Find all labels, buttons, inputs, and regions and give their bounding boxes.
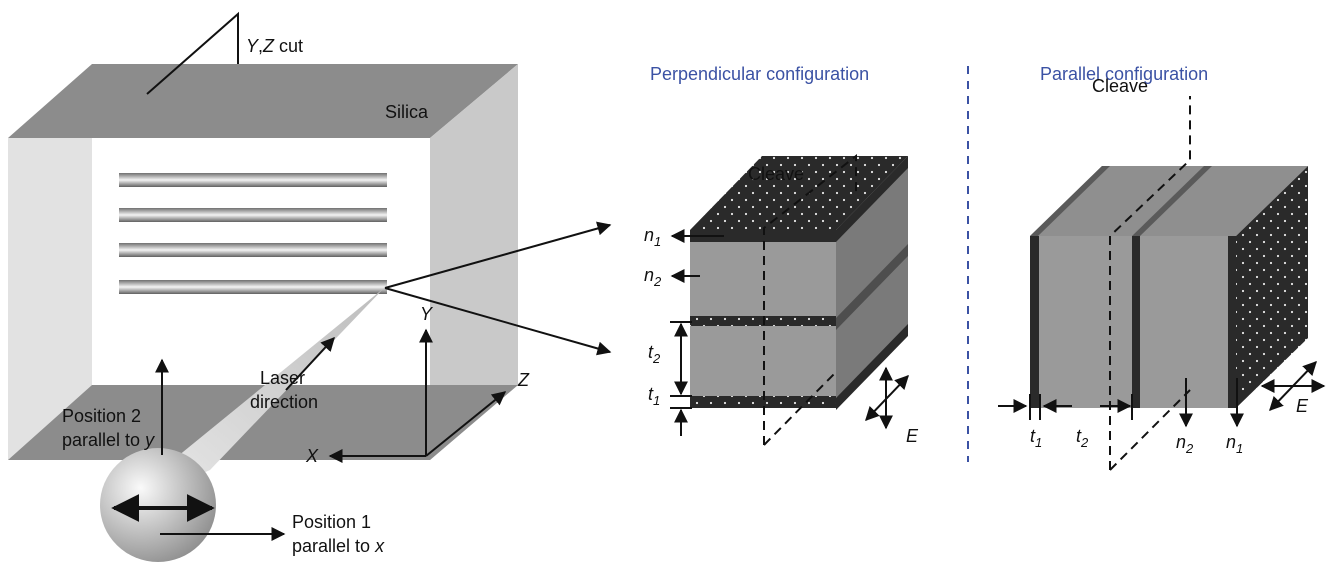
- par-cleave-plane: [1109, 96, 1191, 470]
- perp-cleave-edge: [763, 371, 837, 446]
- position1-label-line2: parallel to x: [292, 536, 385, 556]
- perp-layer-n1-bottom: [690, 396, 836, 408]
- par-n2-label: n2: [1176, 432, 1194, 456]
- par-side-face: [1236, 166, 1308, 408]
- par-n1-label: n1: [1226, 432, 1243, 456]
- frame-right-face: [430, 64, 518, 460]
- frame-inner-floor: [8, 385, 430, 460]
- rod-2: [119, 208, 387, 222]
- perp-top-face: [690, 156, 908, 230]
- perp-cleave-label: Cleave: [748, 164, 804, 184]
- perp-side-layer-mid: [836, 244, 908, 330]
- par-t2-label: t2: [1076, 426, 1089, 450]
- parallel-block: [1030, 96, 1308, 471]
- perp-side-layer-top: [836, 156, 908, 242]
- perpendicular-title: Perpendicular configuration: [650, 64, 869, 84]
- laser-label-line2: direction: [250, 392, 318, 412]
- silica-label: Silica: [385, 102, 429, 122]
- perp-layer-n1-top: [690, 230, 836, 242]
- par-layer-n1-mid: [1132, 236, 1140, 408]
- position2-label-line2: parallel to y: [62, 430, 155, 450]
- par-layer-n1-right: [1228, 236, 1236, 408]
- cut-line: [146, 11, 239, 95]
- position1-label-line1: Position 1: [292, 512, 371, 532]
- perpendicular-block: [690, 153, 908, 446]
- zoom-arrow-upper: [384, 221, 612, 289]
- rod-4: [119, 280, 387, 294]
- z-axis-label: Z: [517, 370, 530, 390]
- perp-e-arrow-diagonal: [865, 374, 909, 422]
- perp-t1-label: t1: [648, 384, 660, 408]
- laser-direction-arrow: [285, 336, 335, 391]
- rod-3: [119, 243, 387, 257]
- axis-triad: Y X Z: [305, 304, 530, 466]
- perp-e-label: E: [906, 426, 919, 446]
- perp-n2-label: n2: [644, 265, 662, 289]
- waveguide-rods: [119, 173, 387, 294]
- parallel-title: Parallel configuration: [1040, 64, 1208, 84]
- zoom-arrow-lower: [384, 287, 612, 356]
- par-e-arrow-diagonal: [1269, 360, 1317, 412]
- par-t1-label: t1: [1030, 426, 1042, 450]
- beam-spot: [100, 448, 216, 562]
- perp-cleave-plane: [763, 153, 857, 445]
- par-top-layer-mid: [1132, 166, 1212, 236]
- cut-label: Y,Z cut: [246, 36, 303, 56]
- y-axis-label: Y: [420, 304, 434, 324]
- x-axis-label: X: [305, 446, 319, 466]
- par-cleave-edge: [1109, 389, 1191, 471]
- par-cleave-label: Cleave: [1092, 76, 1148, 96]
- rod-1: [119, 173, 387, 187]
- position2-label-line1: Position 2: [62, 406, 141, 426]
- perp-t2-label: t2: [648, 342, 661, 366]
- perp-n1-label: n1: [644, 225, 661, 249]
- laser-label-line1: Laser: [260, 368, 305, 388]
- par-top-layer-left: [1030, 166, 1110, 236]
- par-layer-n1-left: [1030, 236, 1039, 408]
- perp-side-layer-bot: [836, 324, 908, 410]
- frame-top-face: [8, 64, 518, 138]
- z-axis-arrow: [425, 391, 507, 457]
- par-e-label: E: [1296, 396, 1309, 416]
